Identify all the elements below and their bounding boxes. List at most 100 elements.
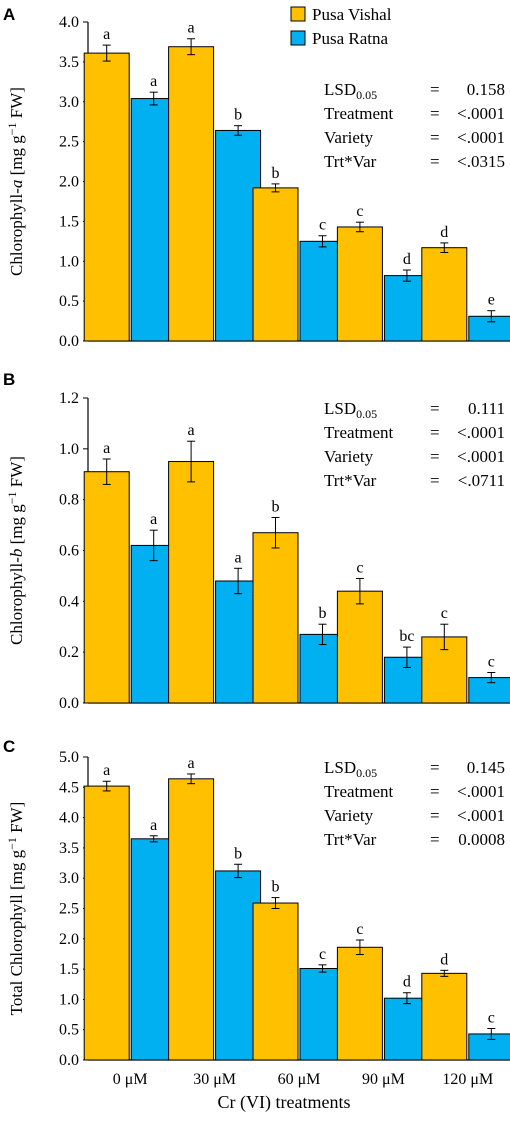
y-tick-label: 5.0 (59, 749, 79, 766)
y-axis-label-sup: −1 (5, 837, 19, 850)
stat-equals: = (430, 104, 440, 123)
y-tick-label: 3.0 (59, 870, 79, 887)
significance-letter: d (403, 251, 411, 268)
significance-letter: a (150, 73, 157, 90)
y-tick-label: 0.2 (59, 644, 79, 661)
significance-letter: c (356, 203, 363, 220)
bar (168, 461, 215, 704)
significance-letter: c (319, 217, 326, 234)
stat-label-text: LSD (324, 758, 356, 777)
significance-letter: a (103, 762, 110, 779)
stat-label-text: Treatment (324, 782, 394, 801)
stat-label: Treatment (324, 782, 394, 801)
bar (252, 187, 299, 342)
stat-label: Variety (324, 447, 374, 466)
bar (336, 946, 383, 1061)
stat-value: 0.0008 (458, 830, 505, 849)
y-tick-label: 4.0 (59, 810, 79, 827)
legend-swatch (290, 6, 306, 22)
stat-label: Trt*Var (324, 152, 377, 171)
y-axis-label-unit: [mg g (7, 849, 26, 894)
stat-label: LSD0.05 (324, 80, 377, 102)
y-tick-label: 1.0 (59, 441, 79, 458)
y-tick-label: 4.5 (59, 779, 79, 796)
bar (468, 1033, 510, 1061)
y-tick-label: 0.5 (59, 1022, 79, 1039)
y-axis-label-text: Chlorophyll- (7, 188, 26, 276)
stat-label: Variety (324, 806, 374, 825)
stat-equals: = (430, 471, 440, 490)
legend-swatch (290, 30, 306, 46)
y-axis-label-italic: a (7, 180, 26, 189)
significance-letter: a (188, 20, 195, 37)
stat-equals: = (430, 758, 440, 777)
y-tick-label: 1.5 (59, 213, 79, 230)
stat-value: <.0001 (457, 806, 505, 825)
stat-label-sub: 0.05 (356, 407, 377, 421)
y-tick-label: 1.0 (59, 991, 79, 1008)
y-axis-label-end: FW] (7, 802, 26, 837)
y-axis-label: Chlorophyll-b [mg g−1 FW] (5, 456, 26, 645)
stat-label-text: Treatment (324, 423, 394, 442)
y-axis-label-italic: b (7, 549, 26, 558)
stat-label-sub: 0.05 (356, 88, 377, 102)
panel-label: C (3, 737, 15, 756)
y-axis-label-sup: −1 (5, 122, 19, 135)
y-tick-label: 2.0 (59, 931, 79, 948)
bar (468, 315, 510, 342)
stat-value: <.0711 (458, 471, 505, 490)
y-tick-label: 3.5 (59, 54, 79, 71)
x-tick-label: 90 μM (362, 1071, 405, 1088)
y-tick-label: 3.0 (59, 94, 79, 111)
stat-value: <.0315 (457, 152, 505, 171)
stat-label: Trt*Var (324, 830, 377, 849)
bar (421, 247, 468, 342)
x-tick-label: 60 μM (278, 1071, 321, 1088)
stat-value: <.0001 (457, 128, 505, 147)
significance-letter: d (440, 224, 448, 241)
stat-equals: = (430, 806, 440, 825)
y-axis-label-unit: [mg g (7, 135, 26, 180)
y-tick-label: 0.0 (59, 695, 79, 712)
panel-label: B (3, 370, 15, 389)
bar (83, 471, 130, 704)
stat-label-text: Trt*Var (324, 830, 377, 849)
y-tick-label: 1.0 (59, 253, 79, 270)
significance-letter: a (188, 755, 195, 772)
bar (168, 778, 215, 1061)
legend-label: Pusa Vishal (312, 5, 392, 24)
stat-equals: = (430, 80, 440, 99)
stat-equals: = (430, 128, 440, 147)
stat-equals: = (430, 423, 440, 442)
y-tick-label: 0.5 (59, 293, 79, 310)
y-tick-label: 0.0 (59, 1052, 79, 1069)
stat-value: <.0001 (457, 782, 505, 801)
significance-letter: c (356, 921, 363, 938)
stat-value: <.0001 (457, 423, 505, 442)
y-tick-label: 0.8 (59, 492, 79, 509)
bar (421, 972, 468, 1061)
y-axis-label-end: FW] (7, 456, 26, 491)
chart-panel-c: C 0.0 0.5 1.0 1.5 2.0 2.5 3.0 3.5 4.0 4.5 5.0 Total … (3, 737, 510, 1088)
stat-label: Treatment (324, 104, 394, 123)
y-axis-label: Chlorophyll-a [mg g−1 FW] (5, 87, 26, 276)
significance-letter: b (319, 605, 327, 622)
stat-value: <.0001 (457, 447, 505, 466)
bar (83, 785, 130, 1061)
bar (336, 590, 383, 704)
significance-letter: b (272, 879, 280, 896)
x-axis-label: Cr (VI) treatments (218, 1092, 351, 1113)
significance-letter: b (272, 165, 280, 182)
stat-label-text: Trt*Var (324, 152, 377, 171)
y-tick-label: 0.6 (59, 543, 79, 560)
y-tick-label: 0.4 (59, 593, 79, 610)
stat-label-text: Variety (324, 447, 374, 466)
stat-value: <.0001 (457, 104, 505, 123)
x-tick-label: 0 μM (113, 1071, 148, 1088)
stat-label-text: LSD (324, 80, 356, 99)
significance-letter: a (188, 422, 195, 439)
legend-label: Pusa Ratna (312, 29, 388, 48)
bar (336, 226, 383, 342)
stat-equals: = (430, 782, 440, 801)
